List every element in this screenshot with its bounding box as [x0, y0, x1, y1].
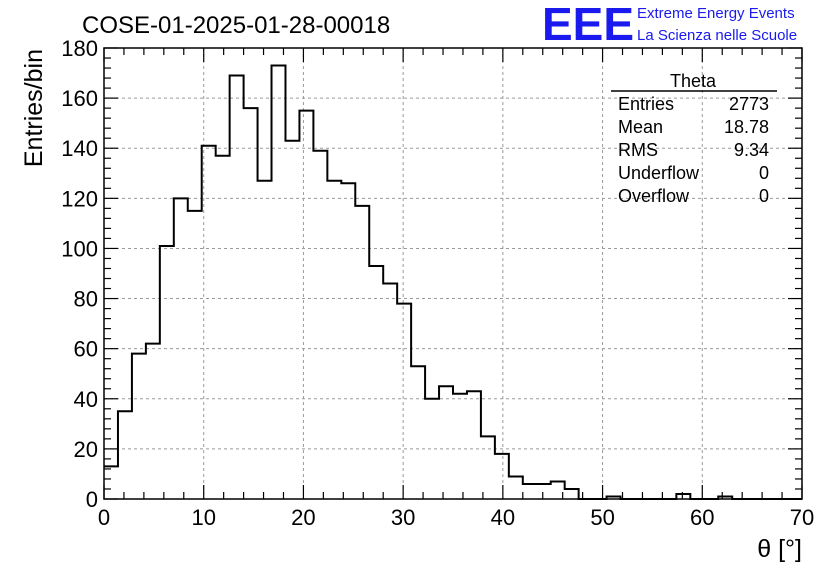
x-tick-label: 30: [391, 505, 415, 530]
x-tick-label: 40: [491, 505, 515, 530]
stats-value-entries: 2773: [729, 94, 769, 114]
y-tick-label: 160: [61, 86, 98, 111]
stats-title: Theta: [670, 71, 717, 91]
eee-logo-line1: Extreme Energy Events: [637, 5, 795, 22]
y-tick-label: 120: [61, 186, 98, 211]
stats-value-underflow: 0: [759, 163, 769, 183]
y-tick-label: 40: [74, 387, 98, 412]
y-tick-label: 20: [74, 437, 98, 462]
stats-label-rms: RMS: [618, 140, 658, 160]
stats-value-mean: 18.78: [724, 117, 769, 137]
stats-label-overflow: Overflow: [618, 186, 690, 206]
x-tick-label: 0: [98, 505, 110, 530]
x-tick-label: 10: [191, 505, 215, 530]
y-tick-label: 0: [86, 487, 98, 512]
grid: [104, 48, 802, 499]
y-tick-label: 100: [61, 236, 98, 261]
chart-title: COSE-01-2025-01-28-00018: [82, 12, 390, 39]
y-tick-label: 180: [61, 36, 98, 61]
stats-box: Theta Entries 2773 Mean 18.78 RMS 9.34 U…: [611, 71, 777, 206]
x-tick-label: 20: [291, 505, 315, 530]
y-axis-label: Entries/bin: [20, 49, 48, 167]
axis-ticks: [103, 47, 803, 500]
tick-labels: 0 10 20 30 40 50 60 70 0 20 40 60 80 100 120 140 160 180: [61, 36, 814, 530]
stats-value-overflow: 0: [759, 186, 769, 206]
y-tick-label: 60: [74, 337, 98, 362]
y-tick-label: 140: [61, 136, 98, 161]
histogram-series: [104, 64, 802, 500]
x-axis-label: θ [°]: [757, 535, 802, 563]
x-tick-label: 60: [690, 505, 714, 530]
stats-label-mean: Mean: [618, 117, 663, 137]
stats-label-entries: Entries: [618, 94, 674, 114]
eee-logo-text: EEE: [542, 0, 634, 50]
eee-logo-line2: La Scienza nelle Scuole: [637, 27, 797, 44]
stats-value-rms: 9.34: [734, 140, 769, 160]
x-tick-label: 50: [590, 505, 614, 530]
x-tick-label: 70: [790, 505, 814, 530]
eee-logo: EEE Extreme Energy Events La Scienza nel…: [542, 0, 797, 50]
stats-label-underflow: Underflow: [618, 163, 700, 183]
y-tick-label: 80: [74, 287, 98, 312]
plot-frame: [103, 47, 803, 500]
